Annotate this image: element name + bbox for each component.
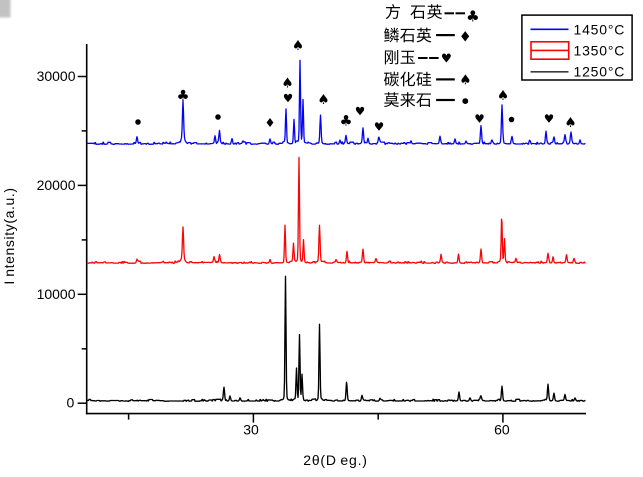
svg-text:1350°C: 1350°C: [574, 42, 626, 58]
svg-text:20000: 20000: [37, 177, 76, 193]
svg-text:30: 30: [243, 422, 259, 438]
svg-text:0: 0: [67, 395, 75, 411]
svg-text:I ntensity(a.u.): I ntensity(a.u.): [1, 187, 17, 284]
svg-text:60: 60: [494, 422, 510, 438]
svg-text:30000: 30000: [37, 68, 76, 84]
svg-text:1450°C: 1450°C: [574, 21, 626, 37]
svg-text:1250°C: 1250°C: [574, 64, 626, 80]
svg-text:2θ(D eg.): 2θ(D eg.): [303, 452, 367, 468]
svg-text:10000: 10000: [37, 286, 76, 302]
